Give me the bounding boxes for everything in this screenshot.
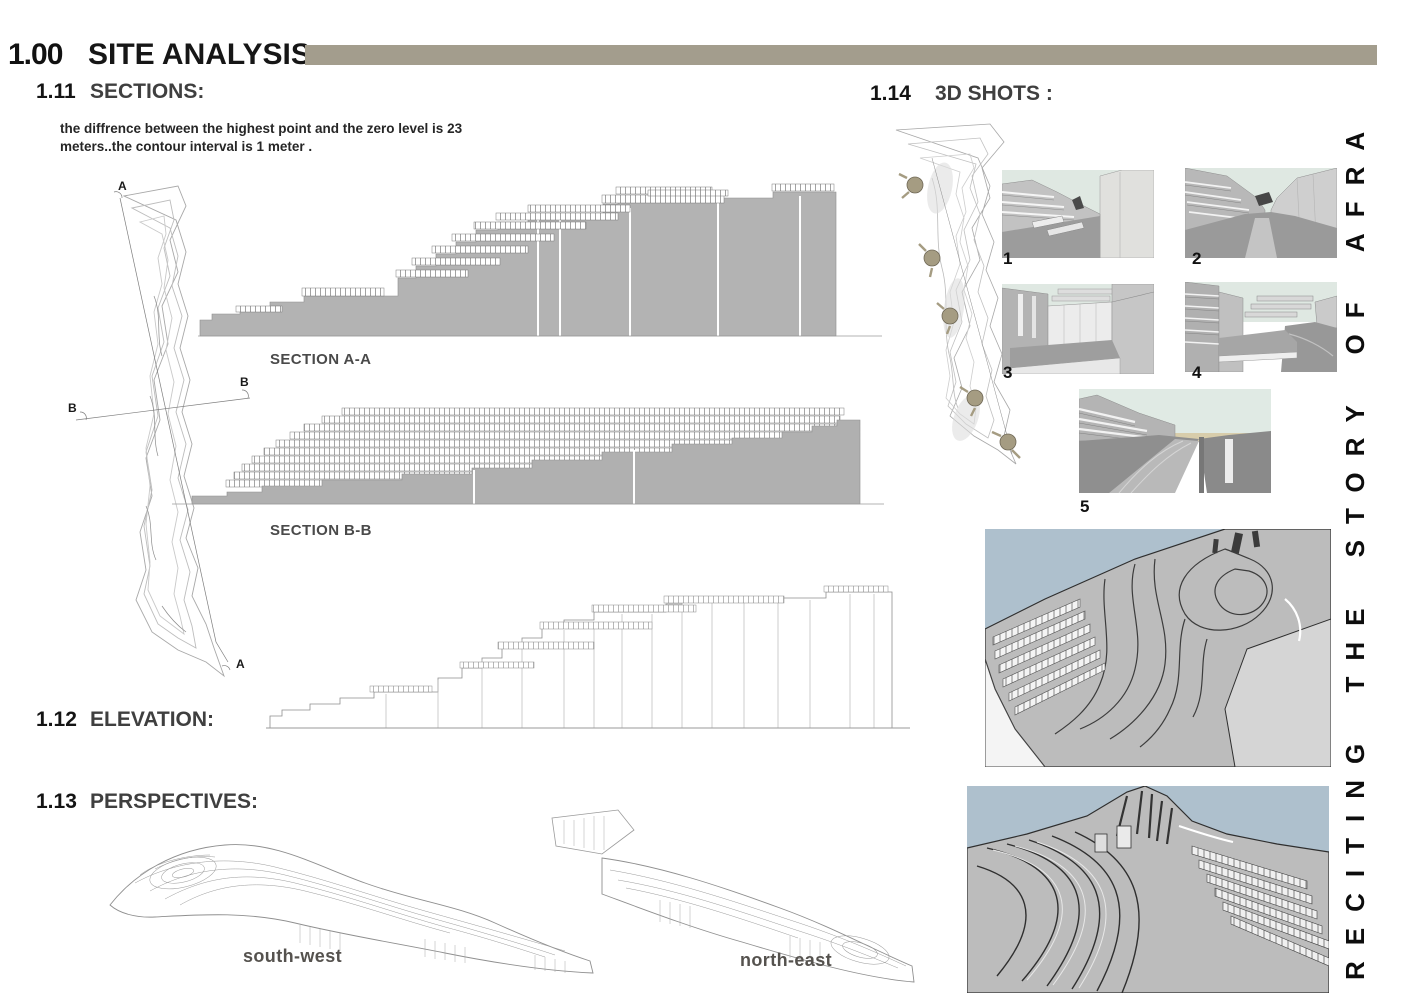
section-aa-label: SECTION A-A [270, 351, 372, 368]
section-112-number: 1.12 [36, 708, 77, 731]
marker-b-left: B [68, 401, 77, 415]
key-plan-drawing [895, 123, 1021, 465]
camera-marker-1 [898, 172, 924, 199]
shot-5-image [1079, 389, 1271, 493]
render-overview-1 [985, 529, 1331, 767]
section-113-title: PERSPECTIVES: [90, 790, 259, 813]
site-plan-drawing: A B B A [68, 179, 251, 678]
marker-a-top: A [118, 179, 127, 193]
section-bb-label: SECTION B-B [270, 522, 372, 539]
shot-1-number: 1 [1003, 249, 1013, 268]
sections-note-line2: meters..the contour interval is 1 meter … [60, 138, 313, 154]
marker-b-right: B [240, 375, 249, 389]
shot-4-image [1185, 282, 1337, 372]
section-aa-drawing [198, 183, 882, 337]
camera-marker-4 [959, 385, 984, 417]
shot-1-image [1002, 170, 1154, 258]
side-title: RECITING THE STORY OF AFRA [1340, 115, 1370, 980]
shot-2-number: 2 [1192, 249, 1202, 268]
shot-3-image [1002, 284, 1154, 374]
sections-note-line1: the diffrence between the highest point … [60, 121, 463, 136]
section-bb-drawing [172, 407, 884, 505]
section-112-title: ELEVATION: [90, 708, 215, 731]
section-cut-lines [75, 191, 251, 671]
shot-4-number: 4 [1192, 363, 1202, 382]
label-south-west: south-west [243, 946, 343, 966]
shot-3-number: 3 [1003, 363, 1013, 382]
camera-marker-2 [918, 243, 941, 278]
sections-note: the diffrence between the highest point … [60, 120, 530, 155]
shot-5-number: 5 [1080, 497, 1090, 516]
camera-markers [898, 172, 1021, 459]
render-overview-2 [967, 786, 1329, 993]
section-111-number: 1.11 [36, 80, 76, 103]
section-111-title: SECTIONS: [90, 80, 205, 103]
label-north-east: north-east [740, 950, 833, 970]
camera-marker-3 [936, 302, 959, 335]
title-bar [305, 45, 1377, 65]
page-number: 1.00 [8, 38, 63, 71]
perspective-northeast-drawing [551, 809, 915, 983]
camera-marker-5 [991, 430, 1021, 459]
shot-2-image [1185, 168, 1337, 258]
section-114-title: 3D SHOTS : [935, 82, 1053, 105]
elevation-drawing [266, 585, 910, 729]
section-113-number: 1.13 [36, 790, 77, 813]
marker-a-bottom: A [236, 657, 245, 671]
perspective-southwest-drawing [109, 844, 594, 974]
page-title: SITE ANALYSIS [88, 38, 311, 71]
section-114-number: 1.14 [870, 82, 911, 105]
